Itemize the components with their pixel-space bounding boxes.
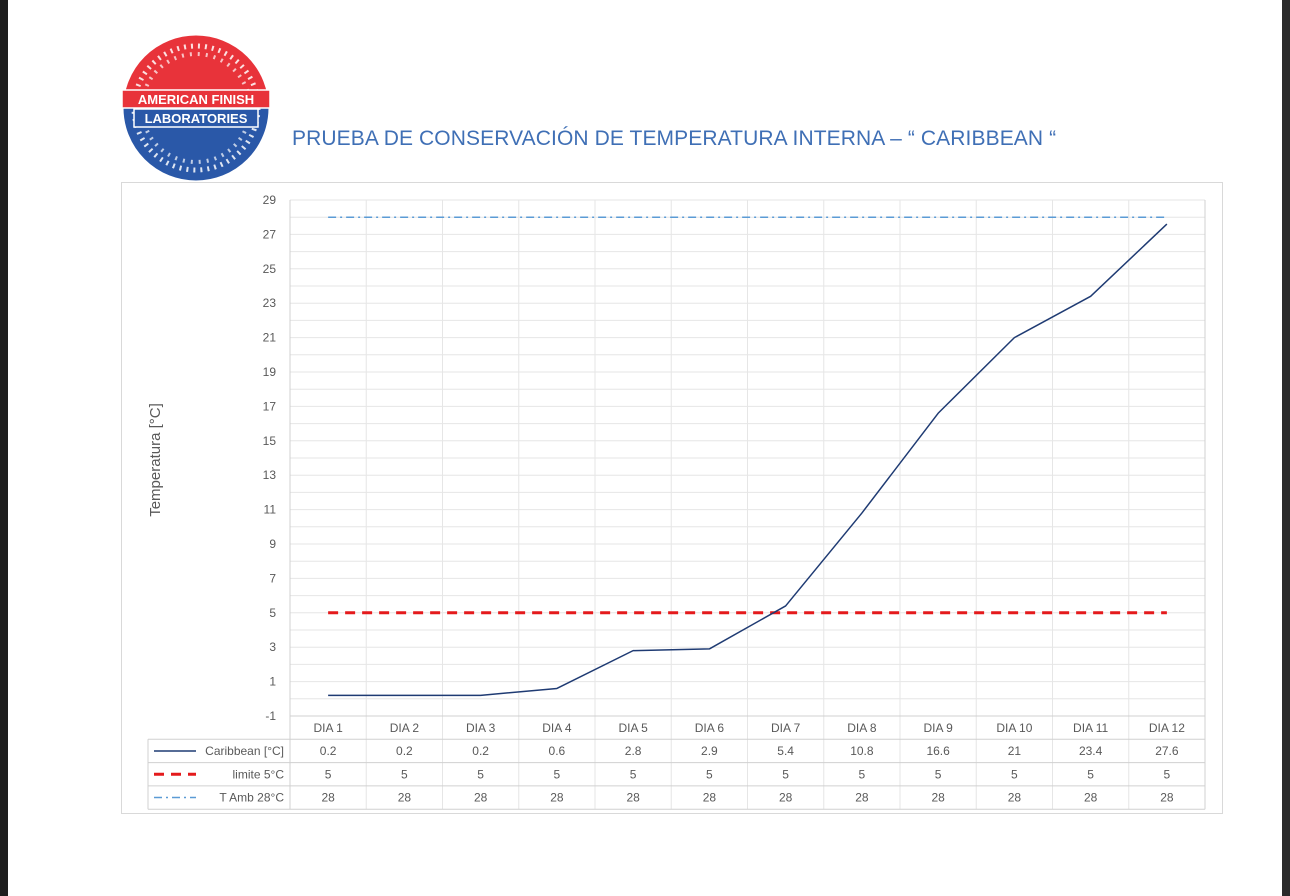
x-tick-label: DIA 4 [542, 721, 572, 735]
y-tick-label: 9 [269, 537, 276, 551]
data-label: 28 [1008, 791, 1022, 805]
svg-text:LABORATORIES: LABORATORIES [145, 111, 248, 126]
x-tick-label: DIA 3 [466, 721, 496, 735]
x-tick-label: DIA 6 [695, 721, 725, 735]
y-tick-label: 1 [269, 675, 276, 689]
data-label: 5 [630, 767, 637, 781]
data-label: 0.2 [320, 744, 337, 758]
data-label: 5 [1087, 767, 1094, 781]
svg-text:AMERICAN FINISH: AMERICAN FINISH [138, 92, 254, 107]
data-label: 28 [779, 791, 793, 805]
data-label: 0.2 [396, 744, 413, 758]
x-tick-label: DIA 1 [313, 721, 343, 735]
y-tick-label: 19 [263, 365, 277, 379]
data-label: 28 [1084, 791, 1098, 805]
series-line-1 [328, 223, 1168, 697]
data-label: 5 [1164, 767, 1171, 781]
legend-label-3: T Amb 28°C [219, 791, 284, 805]
data-label: 5 [554, 767, 561, 781]
y-tick-label: 15 [263, 434, 277, 448]
y-axis-label: Temperatura [°C] [147, 403, 164, 517]
data-label: 5 [935, 767, 942, 781]
x-tick-label: DIA 7 [771, 721, 801, 735]
data-label: 28 [855, 791, 869, 805]
data-label: 2.8 [625, 744, 642, 758]
data-label: 28 [626, 791, 640, 805]
data-label: 5 [859, 767, 866, 781]
chart-frame [121, 182, 1223, 814]
data-label: 23.4 [1079, 744, 1103, 758]
data-label: 28 [1160, 791, 1174, 805]
data-label: 28 [703, 791, 717, 805]
y-tick-label: -1 [265, 709, 276, 723]
y-tick-label: 5 [269, 606, 276, 620]
data-label: 2.9 [701, 744, 718, 758]
y-tick-label: 11 [264, 503, 277, 517]
american-finish-laboratories-logo: AMERICAN FINISH LABORATORIES [121, 34, 271, 182]
data-label: 5 [1011, 767, 1018, 781]
y-tick-label: 27 [263, 227, 277, 241]
y-tick-label: 13 [263, 468, 277, 482]
y-tick-label: 23 [263, 296, 277, 310]
data-label: 5 [401, 767, 408, 781]
data-label: 16.6 [926, 744, 950, 758]
x-tick-label: DIA 8 [847, 721, 877, 735]
data-label: 28 [321, 791, 335, 805]
window-edge-left [0, 0, 8, 896]
y-tick-label: 7 [269, 571, 276, 585]
window-edge-right [1282, 0, 1290, 896]
y-tick-label: 21 [263, 331, 277, 345]
data-label: 21 [1008, 744, 1022, 758]
y-tick-label: 3 [269, 640, 276, 654]
y-tick-label: 17 [263, 399, 277, 413]
data-label: 28 [398, 791, 412, 805]
data-label: 0.6 [549, 744, 566, 758]
data-label: 5 [706, 767, 713, 781]
data-label: 28 [474, 791, 488, 805]
data-label: 5 [325, 767, 332, 781]
data-label: 5 [782, 767, 789, 781]
y-tick-label: 29 [263, 193, 277, 207]
data-label: 5.4 [777, 744, 794, 758]
x-tick-label: DIA 12 [1149, 721, 1185, 735]
x-tick-label: DIA 9 [923, 721, 953, 735]
page-title: PRUEBA DE CONSERVACIÓN DE TEMPERATURA IN… [292, 127, 1057, 150]
x-tick-label: DIA 2 [390, 721, 420, 735]
legend-label-1: Caribbean [°C] [205, 744, 284, 758]
data-label: 28 [931, 791, 945, 805]
data-label: 28 [550, 791, 564, 805]
data-label: 10.8 [850, 744, 874, 758]
data-label: 27.6 [1155, 744, 1179, 758]
y-tick-label: 25 [263, 262, 277, 276]
data-label: 5 [477, 767, 484, 781]
x-tick-label: DIA 5 [618, 721, 648, 735]
legend-label-2: limite 5°C [233, 767, 285, 781]
x-tick-label: DIA 11 [1073, 721, 1108, 735]
x-tick-label: DIA 10 [996, 721, 1032, 735]
data-label: 0.2 [472, 744, 489, 758]
